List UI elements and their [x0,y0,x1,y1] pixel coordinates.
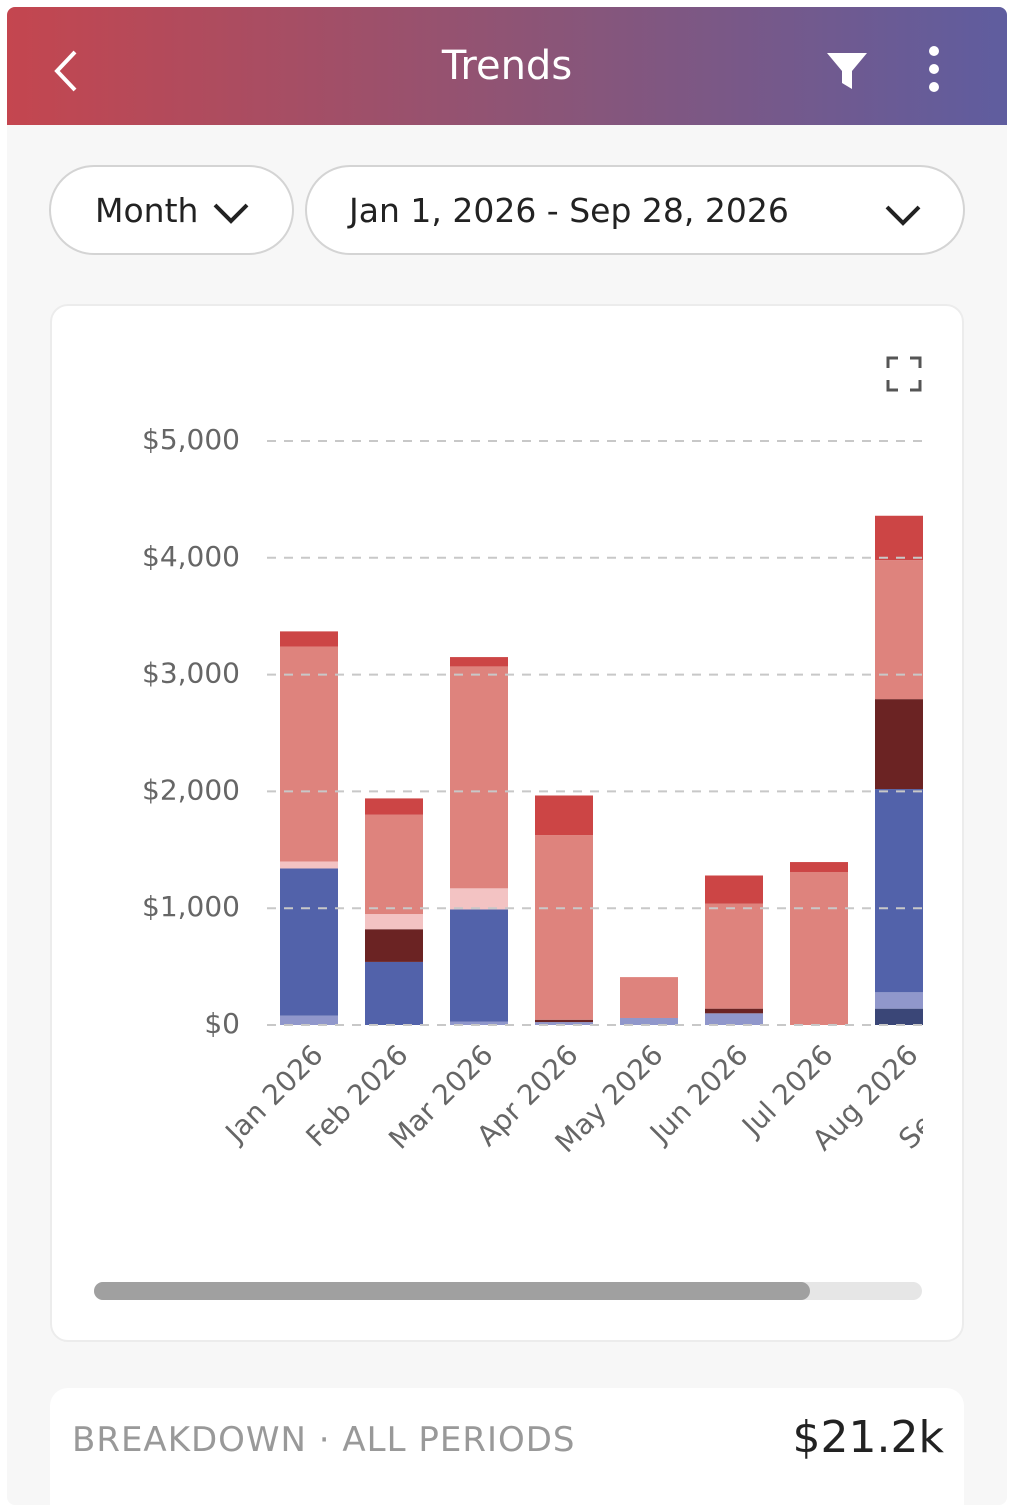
bar-segment [705,1008,763,1014]
bar-segment [450,666,508,889]
y-tick-label: $5,000 [142,423,240,456]
y-tick-label: $3,000 [142,657,240,690]
bar-segment [875,992,923,1009]
bar-segment [875,560,923,700]
bar-segment [280,861,338,869]
period-label: Month [95,191,199,230]
bar-segment [705,1013,763,1025]
bar-segment [450,657,508,667]
bar-segment [450,888,508,910]
screen: Trends Month Jan 1, 2026 - Sep 28, 2026 … [7,7,1007,1505]
bar-segment [450,1021,508,1025]
bar-segment [535,1022,593,1025]
menu-button[interactable] [919,45,949,99]
period-select[interactable]: Month [49,165,294,255]
chart-card: Jan 2026 Feb 2026 Mar 2026 Apr 2026 May 2026… [50,304,964,1342]
bar-segment [535,835,593,1020]
bar-segment [875,789,923,993]
bar-segment [535,795,593,836]
chevron [885,205,921,226]
bar-segment [790,871,848,1025]
bar-segment [365,814,423,915]
bar-segment [280,646,338,862]
bar-segment [875,699,923,790]
expand-icon[interactable] [886,356,922,392]
bar-segment [365,914,423,930]
y-tick-label: $4,000 [142,540,240,573]
bar-segment [620,977,678,1018]
date-range-label: Jan 1, 2026 - Sep 28, 2026 [349,191,789,230]
breakdown-label: BREAKDOWN · ALL PERIODS [72,1420,576,1460]
scroll-thumb[interactable] [94,1282,810,1300]
bar-segment [535,1019,593,1023]
y-tick-label: $1,000 [142,890,240,923]
bar-segment [790,862,848,872]
bar-segment [450,909,508,1022]
back-button[interactable] [47,47,87,97]
page-title: Trends [441,43,573,89]
app-bar: Trends [7,7,1007,125]
bar-segment [365,961,423,1025]
bar-segment [620,1017,678,1025]
bar-segment [365,798,423,815]
breakdown-card: BREAKDOWN · ALL PERIODS $21.2k [50,1388,964,1505]
bar-segment [365,929,423,962]
breakdown-total: $21.2k [792,1412,944,1463]
bar-segment [875,1008,923,1025]
bar-segment [705,903,763,1009]
y-tick-label: $0 [204,1007,240,1040]
date-range-select[interactable]: Jan 1, 2026 - Sep 28, 2026 [305,165,965,255]
bar-segment [280,631,338,647]
bar-segment [875,515,923,561]
bar-segment [280,868,338,1016]
filter-button[interactable] [822,47,872,97]
bar-segment [280,1015,338,1025]
bar-segment [705,875,763,904]
y-tick-label: $2,000 [142,773,240,806]
chevron [213,203,249,224]
